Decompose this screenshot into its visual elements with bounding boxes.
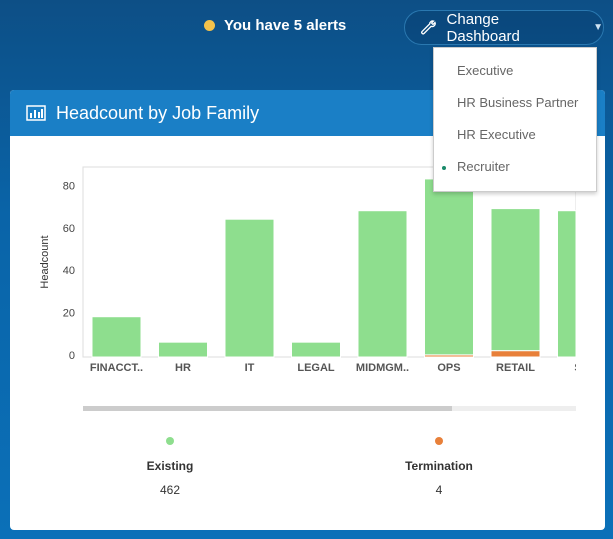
bar-existing (224, 218, 275, 358)
y-tick-label: 60 (63, 223, 75, 235)
legend-label: Termination (405, 459, 473, 473)
legend-value: 462 (159, 483, 181, 497)
bar-existing (424, 178, 474, 356)
dashboard-menu: Executive HR Business Partner HR Executi… (433, 47, 597, 192)
y-tick-label: 80 (63, 180, 75, 192)
legend-value: 4 (435, 483, 443, 497)
change-dashboard-button[interactable]: Change Dashboard ▼ (404, 10, 604, 45)
x-tick-label: RETAIL (496, 362, 535, 374)
headcount-chart: 0 20 40 60 80 Headcount FINACCT.. HR IT LEGAL MIDM… (39, 162, 605, 382)
bar-existing (158, 341, 208, 358)
alerts-text: You have 5 alerts (224, 17, 347, 34)
y-tick-label: 40 (63, 265, 75, 277)
legend-termination[interactable]: Termination 4 (389, 437, 489, 497)
alerts-indicator[interactable]: You have 5 alerts (204, 17, 346, 34)
chevron-down-icon: ▼ (593, 22, 603, 33)
x-tick-label: HR (175, 362, 191, 374)
menu-item-recruiter[interactable]: Recruiter (434, 153, 596, 185)
card-title: Headcount by Job Family (56, 102, 260, 123)
change-dashboard-label: Change Dashboard (446, 10, 520, 45)
y-tick-label: 20 (63, 308, 75, 320)
menu-item-hr-executive[interactable]: HR Executive (457, 127, 536, 142)
bar-existing (291, 341, 341, 358)
legend-existing[interactable]: Existing 462 (120, 437, 220, 497)
bar-existing (490, 208, 541, 352)
scrollbar-thumb[interactable] (83, 406, 452, 411)
bar-existing (557, 210, 577, 358)
legend-label: Existing (146, 459, 194, 473)
menu-item-executive[interactable]: Executive (457, 63, 514, 78)
x-tick-label: IT (245, 362, 255, 374)
bar-existing (357, 210, 408, 358)
x-tick-label: LEGAL (297, 362, 335, 374)
x-tick-label: MIDMGM.. (356, 362, 409, 374)
plot-clip (576, 162, 605, 382)
chart-scrollbar[interactable] (83, 406, 576, 411)
legend-dot-termination (435, 437, 443, 445)
bar-termination (490, 350, 541, 358)
alert-dot-icon (204, 20, 215, 31)
legend-dot-existing (166, 437, 174, 445)
menu-item-hr-business-partner[interactable]: HR Business Partner (457, 95, 579, 110)
bar-existing (91, 316, 142, 358)
wrench-icon (421, 19, 436, 34)
x-tick-label: FINACCT.. (90, 362, 143, 374)
y-axis-label: Headcount (39, 235, 51, 288)
bar-chart-icon (26, 105, 46, 121)
y-tick-label: 0 (69, 350, 75, 362)
x-tick-label: OPS (437, 362, 460, 374)
